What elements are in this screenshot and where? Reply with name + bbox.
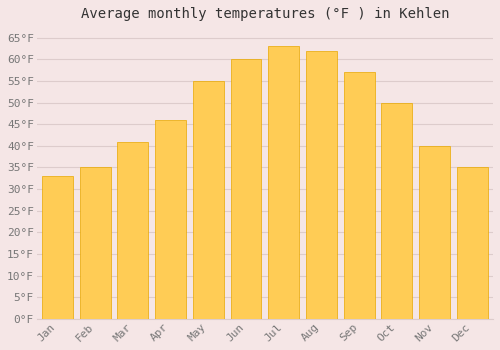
Bar	[118, 141, 148, 319]
Bar	[382, 103, 412, 319]
Bar	[268, 46, 299, 319]
Bar	[306, 51, 337, 319]
Bar	[457, 168, 488, 319]
Bar	[155, 120, 186, 319]
Bar	[80, 168, 110, 319]
Bar	[42, 176, 73, 319]
Bar	[193, 81, 224, 319]
Bar	[344, 72, 374, 319]
Title: Average monthly temperatures (°F ) in Kehlen: Average monthly temperatures (°F ) in Ke…	[80, 7, 449, 21]
Bar	[230, 60, 262, 319]
Bar	[419, 146, 450, 319]
